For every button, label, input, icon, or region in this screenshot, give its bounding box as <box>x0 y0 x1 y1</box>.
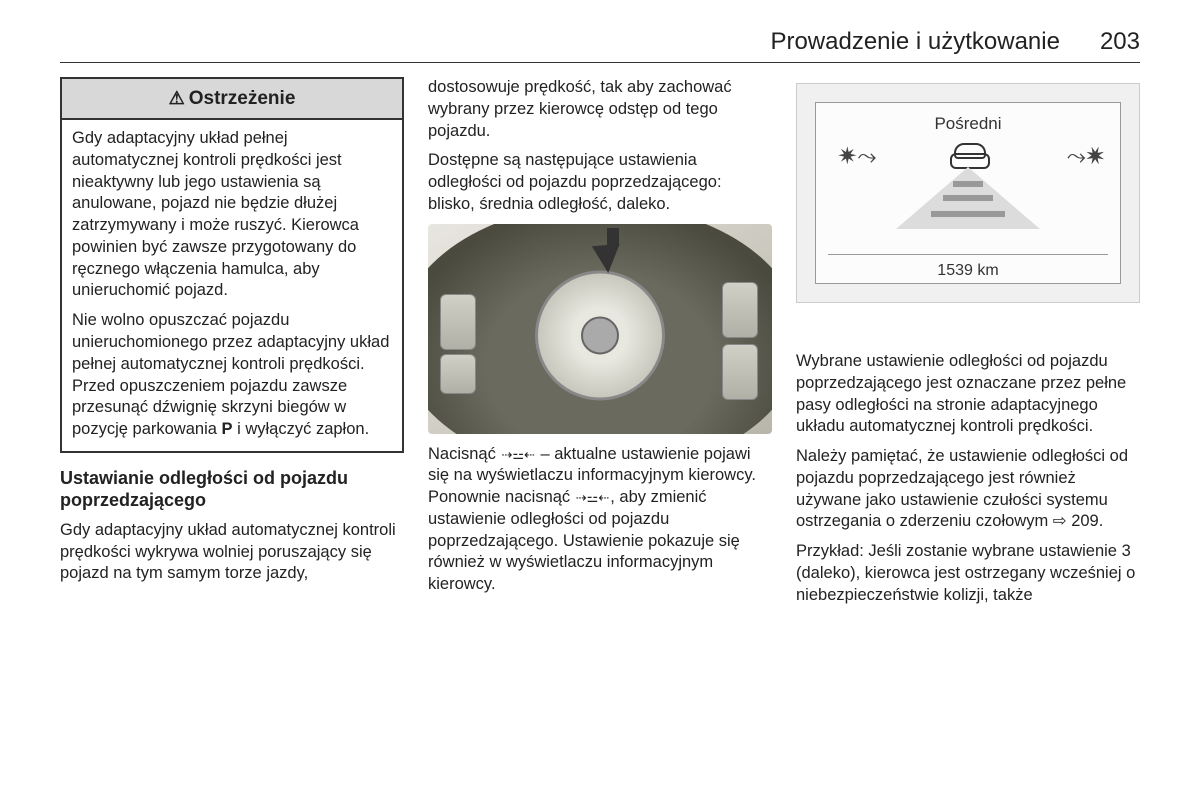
column-3: Pośredni ✷⤳ ⤳✷ 1539 km <box>796 77 1140 781</box>
callout-arrow-icon <box>592 243 622 273</box>
warning-title: Ostrzeżenie <box>189 86 296 111</box>
warning-triangle-icon: ⚠ <box>169 87 185 111</box>
res-plus-button <box>440 294 476 350</box>
col3-p1: Wybrane ustawienie odległości od pojazdu… <box>796 351 1140 438</box>
display-mode-label: Pośredni <box>934 113 1001 135</box>
column-1: ⚠ Ostrzeżenie Gdy adaptacyjny układ pełn… <box>60 77 404 781</box>
page-header: Prowadzenie i użytkowanie 203 <box>60 28 1140 63</box>
dpad-center <box>581 316 619 354</box>
content-columns: ⚠ Ostrzeżenie Gdy adaptacyjny układ pełn… <box>60 77 1140 781</box>
page-reference-209: ⇨ 209 <box>1053 512 1099 530</box>
section-title: Prowadzenie i użytkowanie <box>770 28 1060 56</box>
collision-left-icon: ✷⤳ <box>837 141 869 169</box>
car-front-icon <box>946 141 990 169</box>
col2-p3: Nacisnąć ⇢⚍⇠ – aktualne ustawienie pojaw… <box>428 444 772 596</box>
collision-right-icon: ⤳✷ <box>1067 141 1099 169</box>
page-number: 203 <box>1100 28 1140 56</box>
odometer-reading: 1539 km <box>828 254 1108 283</box>
steering-wheel-image <box>428 224 772 434</box>
road-perspective <box>896 167 1040 229</box>
manual-page: Prowadzenie i użytkowanie 203 ⚠ Ostrzeże… <box>0 0 1200 802</box>
warning-header: ⚠ Ostrzeżenie <box>62 79 402 120</box>
col2-p1: dostosowuje prędkość, tak aby zachować w… <box>428 77 772 142</box>
distance-button-icon: ⇢⚍⇠ <box>575 489 610 506</box>
warning-box: ⚠ Ostrzeżenie Gdy adaptacyjny układ pełn… <box>60 77 404 453</box>
warning-paragraph-2: Nie wolno opuszczać pojazdu unieruchomio… <box>72 310 392 441</box>
driver-display-image: Pośredni ✷⤳ ⤳✷ 1539 km <box>796 83 1140 303</box>
gear-p-bold: P <box>222 420 233 438</box>
column-2: dostosowuje prędkość, tak aby zachować w… <box>428 77 772 781</box>
col3-p2: Należy pamiętać, że ustawienie odległośc… <box>796 446 1140 533</box>
controls-dpad <box>535 270 665 400</box>
col3-p3: Przykład: Jeśli zostanie wybrane ustawie… <box>796 541 1140 606</box>
display-screen: Pośredni ✷⤳ ⤳✷ 1539 km <box>815 102 1121 284</box>
set-minus-button <box>440 354 476 394</box>
right-button-1 <box>722 282 758 338</box>
right-button-2 <box>722 344 758 400</box>
road-graphic <box>896 171 1040 229</box>
col2-p2: Dostępne są następujące ustawienia odleg… <box>428 150 772 215</box>
warning-paragraph-1: Gdy adaptacyjny układ pełnej automatyczn… <box>72 128 392 302</box>
distance-button-icon: ⇢⚍⇠ <box>500 446 535 463</box>
warning-body: Gdy adaptacyjny układ pełnej automatyczn… <box>62 120 402 451</box>
display-icons-row: ✷⤳ ⤳✷ <box>837 141 1098 169</box>
subheading-distance-setting: Ustawianie odległości od pojazdu poprzed… <box>60 467 404 512</box>
col1-body: Gdy adaptacyjny układ automatycznej kont… <box>60 520 404 585</box>
